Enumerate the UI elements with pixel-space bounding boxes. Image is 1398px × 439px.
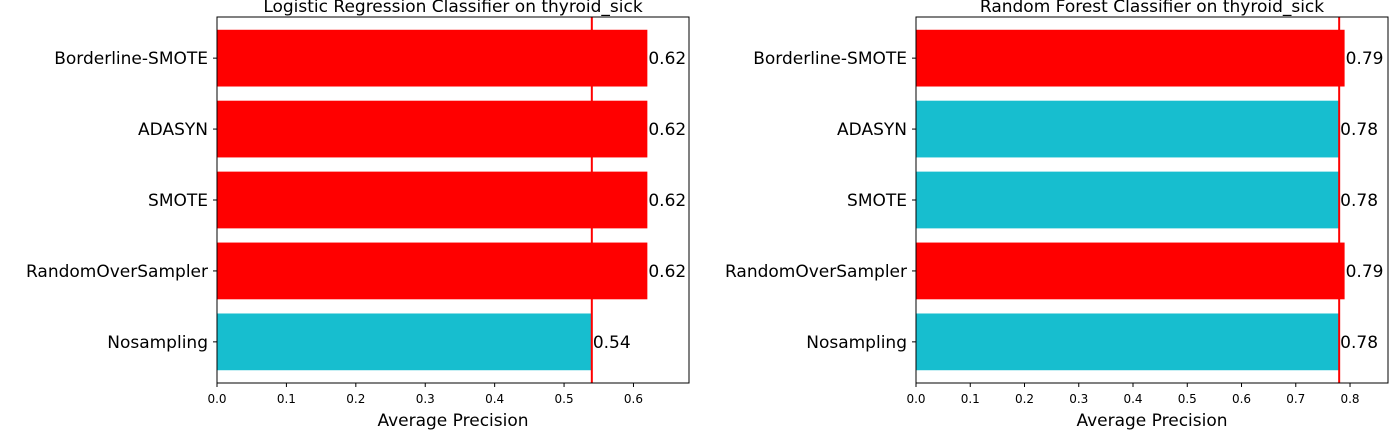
chart-panel-1: 0.54 0.62 0.62 0.62 0.62 Nosampling RandomOver…	[26, 0, 690, 431]
bar-borderline-smote	[217, 29, 648, 87]
value-label: 0.79	[1346, 262, 1384, 282]
category-label: Borderline-SMOTE	[753, 49, 907, 69]
x-tick-label: 0.3	[416, 392, 435, 406]
bar-smote	[217, 171, 648, 229]
x-tick-label: 0.7	[1286, 392, 1305, 406]
x-tick-label: 0.4	[485, 392, 504, 406]
x-tick-label: 0.8	[1340, 392, 1359, 406]
x-tick-label: 0.0	[906, 392, 925, 406]
bar-smote	[916, 171, 1340, 229]
x-tick-label: 0.5	[555, 392, 574, 406]
x-tick-label: 0.2	[346, 392, 365, 406]
value-label: 0.62	[648, 120, 686, 140]
x-axis-label: Average Precision	[1076, 411, 1227, 431]
bar-randomoversampler	[217, 242, 648, 300]
category-label: SMOTE	[148, 191, 208, 211]
x-tick-label: 0.0	[207, 392, 226, 406]
category-label: RandomOverSampler	[725, 262, 907, 282]
value-label: 0.62	[648, 49, 686, 69]
chart-title: Random Forest Classifier on thyroid_sick	[980, 0, 1324, 17]
chart-panel-2: 0.78 0.79 0.78 0.78 0.79 Nosampling RandomOver…	[725, 0, 1389, 431]
bar-nosampling	[217, 313, 592, 371]
value-label: 0.79	[1346, 49, 1384, 69]
category-label: ADASYN	[138, 120, 208, 140]
value-label: 0.78	[1340, 333, 1378, 353]
category-label: Borderline-SMOTE	[54, 49, 208, 69]
x-tick-label: 0.2	[1015, 392, 1034, 406]
value-label: 0.78	[1340, 191, 1378, 211]
category-label: RandomOverSampler	[26, 262, 208, 282]
x-axis-label: Average Precision	[377, 411, 528, 431]
value-label: 0.78	[1340, 120, 1378, 140]
bar-adasyn	[217, 100, 648, 158]
category-label: Nosampling	[107, 333, 208, 353]
x-tick-label: 0.6	[1232, 392, 1251, 406]
x-tick-label: 0.6	[624, 392, 643, 406]
x-tick-label: 0.3	[1069, 392, 1088, 406]
value-label: 0.62	[648, 262, 686, 282]
bar-randomoversampler	[916, 242, 1345, 300]
category-label: ADASYN	[837, 120, 907, 140]
x-tick-label: 0.1	[277, 392, 296, 406]
bar-borderline-smote	[916, 29, 1345, 87]
value-label: 0.54	[593, 333, 631, 353]
x-tick-label: 0.1	[961, 392, 980, 406]
bar-nosampling	[916, 313, 1340, 371]
x-tick-label: 0.5	[1178, 392, 1197, 406]
chart-title: Logistic Regression Classifier on thyroi…	[263, 0, 643, 17]
bar-adasyn	[916, 100, 1340, 158]
value-label: 0.62	[648, 191, 686, 211]
x-tick-label: 0.4	[1123, 392, 1142, 406]
category-label: SMOTE	[847, 191, 907, 211]
category-label: Nosampling	[806, 333, 907, 353]
